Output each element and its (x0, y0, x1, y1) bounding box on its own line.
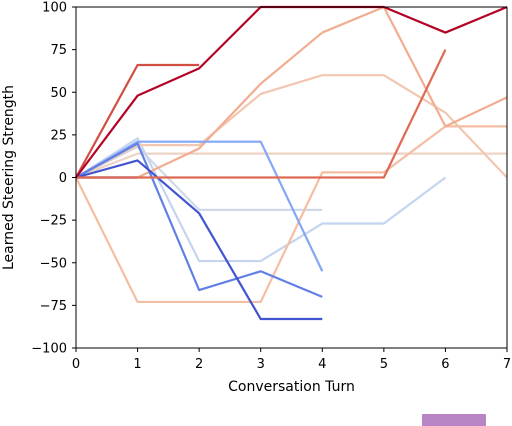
series-line-1 (75, 152, 507, 179)
x-tick-label: 0 (72, 357, 80, 372)
y-tick-label: 50 (50, 86, 67, 101)
plot-frame (75, 6, 508, 349)
y-tick-label: −75 (40, 299, 67, 314)
y-tick-marks (72, 6, 76, 349)
y-tick-label: −50 (40, 256, 67, 271)
x-tick-label: 6 (441, 357, 449, 372)
line-chart: 0 1 2 3 4 5 6 7 100 75 50 25 0 −25 −50 −… (1, 1, 511, 396)
x-tick-label: 4 (318, 357, 326, 372)
x-axis-label: Conversation Turn (228, 379, 355, 395)
series-layer (75, 5, 508, 321)
y-tick-label: 25 (50, 128, 67, 143)
x-tick-marks (75, 348, 508, 352)
caption-highlight-swatch (422, 414, 486, 426)
series-line-3 (75, 137, 447, 263)
y-tick-label: 75 (50, 43, 67, 58)
series-line-9 (75, 159, 323, 321)
x-tick-label: 7 (503, 357, 511, 372)
series-line-5 (75, 125, 507, 304)
y-tick-labels: 100 75 50 25 0 −25 −50 −75 −100 (31, 1, 67, 357)
x-tick-label: 5 (380, 357, 388, 372)
y-tick-label: 100 (42, 1, 67, 16)
y-tick-label: −100 (31, 342, 67, 357)
x-tick-label: 3 (257, 357, 265, 372)
x-tick-label: 1 (133, 357, 141, 372)
x-tick-labels: 0 1 2 3 4 5 6 7 (72, 357, 511, 372)
series-line-6 (76, 5, 508, 179)
series-line-8 (75, 142, 323, 298)
series-line-11 (76, 49, 447, 179)
series-line-12 (75, 63, 200, 179)
y-tick-label: −25 (40, 214, 67, 229)
y-axis-label: Learned Steering Strength (1, 85, 17, 270)
x-tick-label: 2 (195, 357, 203, 372)
y-tick-label: 0 (59, 171, 67, 186)
cropped-caption-fragment (0, 408, 512, 426)
